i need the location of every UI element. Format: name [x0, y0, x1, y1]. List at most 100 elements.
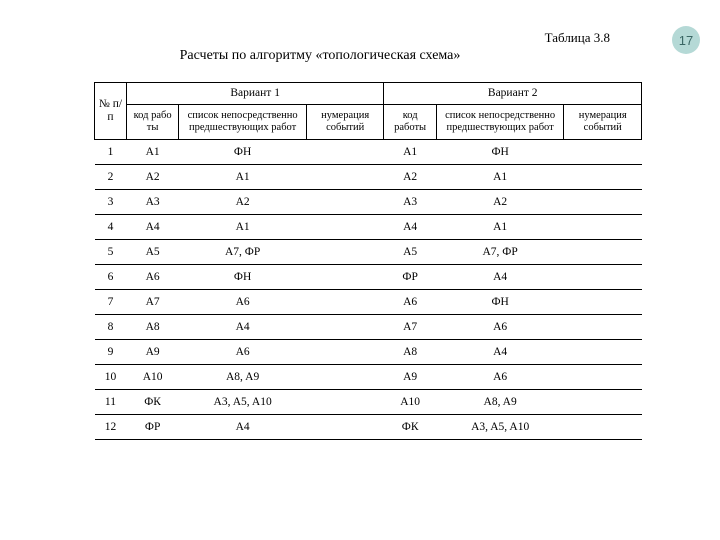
- cell-p1: A1: [179, 215, 307, 240]
- cell-c1: A9: [126, 340, 178, 365]
- cell-p2: A4: [436, 265, 564, 290]
- col-header-code-v1: код рабо ты: [126, 105, 178, 140]
- cell-e2: [564, 215, 642, 240]
- page-number-badge: 17: [672, 26, 700, 54]
- cell-p1: A2: [179, 190, 307, 215]
- cell-e1: [306, 190, 383, 215]
- table-row: 9A9A6A8A4: [95, 340, 642, 365]
- cell-p2: A2: [436, 190, 564, 215]
- cell-n: 9: [95, 340, 127, 365]
- col-header-variant1: Вариант 1: [126, 83, 384, 105]
- calculation-table: № п/п Вариант 1 Вариант 2 код рабо ты сп…: [94, 82, 642, 440]
- cell-n: 6: [95, 265, 127, 290]
- col-header-num: № п/п: [95, 83, 127, 140]
- cell-n: 11: [95, 390, 127, 415]
- table-row: 5A5A7, ФРA5A7, ФР: [95, 240, 642, 265]
- cell-p1: ФН: [179, 265, 307, 290]
- table-row: 7A7A6A6ФН: [95, 290, 642, 315]
- cell-c2: A3: [384, 190, 436, 215]
- cell-p2: A1: [436, 215, 564, 240]
- cell-c2: A6: [384, 290, 436, 315]
- col-header-events-v2: нумерация событий: [564, 105, 642, 140]
- cell-p2: A1: [436, 165, 564, 190]
- cell-e2: [564, 265, 642, 290]
- cell-e1: [306, 315, 383, 340]
- cell-c2: ФК: [384, 415, 436, 440]
- header-row-1: № п/п Вариант 1 Вариант 2: [95, 83, 642, 105]
- cell-c2: A8: [384, 340, 436, 365]
- cell-p1: A8, A9: [179, 365, 307, 390]
- cell-n: 4: [95, 215, 127, 240]
- cell-e1: [306, 290, 383, 315]
- cell-p1: A3, A5, A10: [179, 390, 307, 415]
- col-header-preds-v1: список непосредственно предшествующих ра…: [179, 105, 307, 140]
- col-header-events-v1: нумерация событий: [306, 105, 383, 140]
- cell-c1: A10: [126, 365, 178, 390]
- cell-c2: A9: [384, 365, 436, 390]
- col-header-code-v2: код работы: [384, 105, 436, 140]
- cell-e2: [564, 240, 642, 265]
- cell-c2: A10: [384, 390, 436, 415]
- cell-n: 2: [95, 165, 127, 190]
- cell-n: 7: [95, 290, 127, 315]
- cell-c1: A6: [126, 265, 178, 290]
- cell-e1: [306, 365, 383, 390]
- table-row: 12ФРA4ФКA3, A5, A10: [95, 415, 642, 440]
- cell-e1: [306, 165, 383, 190]
- table-row: 8A8A4A7A6: [95, 315, 642, 340]
- cell-p1: A6: [179, 290, 307, 315]
- cell-e1: [306, 265, 383, 290]
- cell-c1: A4: [126, 215, 178, 240]
- table-row: 6A6ФН ФРA4: [95, 265, 642, 290]
- cell-n: 3: [95, 190, 127, 215]
- cell-c1: ФК: [126, 390, 178, 415]
- cell-e1: [306, 340, 383, 365]
- cell-p2: ФН: [436, 140, 564, 165]
- cell-p1: A1: [179, 165, 307, 190]
- cell-p2: A6: [436, 365, 564, 390]
- cell-e1: [306, 415, 383, 440]
- table-row: 3A3A2A3A2: [95, 190, 642, 215]
- cell-e2: [564, 315, 642, 340]
- cell-e2: [564, 415, 642, 440]
- cell-e2: [564, 365, 642, 390]
- cell-p2: A8, A9: [436, 390, 564, 415]
- cell-c2: A5: [384, 240, 436, 265]
- cell-c2: A1: [384, 140, 436, 165]
- cell-e1: [306, 390, 383, 415]
- table-row: 1A1ФНA1ФН: [95, 140, 642, 165]
- cell-n: 1: [95, 140, 127, 165]
- cell-p2: ФН: [436, 290, 564, 315]
- cell-p1: A7, ФР: [179, 240, 307, 265]
- cell-n: 12: [95, 415, 127, 440]
- cell-c2: A2: [384, 165, 436, 190]
- cell-n: 10: [95, 365, 127, 390]
- cell-c1: A1: [126, 140, 178, 165]
- cell-e2: [564, 140, 642, 165]
- cell-p2: A4: [436, 340, 564, 365]
- table-body: 1A1ФНA1ФН2A2A1A2A13A3A2A3A24A4A1A4A15A5A…: [95, 140, 642, 440]
- cell-c1: A7: [126, 290, 178, 315]
- table-row: 11ФКA3, A5, A10 A10A8, A9: [95, 390, 642, 415]
- cell-e2: [564, 390, 642, 415]
- cell-p1: A4: [179, 315, 307, 340]
- cell-c2: ФР: [384, 265, 436, 290]
- cell-e1: [306, 240, 383, 265]
- cell-c2: A7: [384, 315, 436, 340]
- col-header-preds-v2: список непосредственно предшествующих ра…: [436, 105, 564, 140]
- cell-p2: A3, A5, A10: [436, 415, 564, 440]
- cell-c1: ФР: [126, 415, 178, 440]
- calculation-table-wrap: № п/п Вариант 1 Вариант 2 код рабо ты сп…: [94, 82, 642, 440]
- table-row: 4A4A1A4A1: [95, 215, 642, 240]
- cell-c1: A5: [126, 240, 178, 265]
- table-row: 10A10A8, A9 A9A6: [95, 365, 642, 390]
- cell-p2: A7, ФР: [436, 240, 564, 265]
- cell-p1: ФН: [179, 140, 307, 165]
- table-label: Таблица 3.8: [0, 30, 640, 46]
- header-row-2: код рабо ты список непосредственно предш…: [95, 105, 642, 140]
- cell-e2: [564, 165, 642, 190]
- cell-c1: A3: [126, 190, 178, 215]
- table-row: 2A2A1A2A1: [95, 165, 642, 190]
- cell-c1: A2: [126, 165, 178, 190]
- cell-e2: [564, 190, 642, 215]
